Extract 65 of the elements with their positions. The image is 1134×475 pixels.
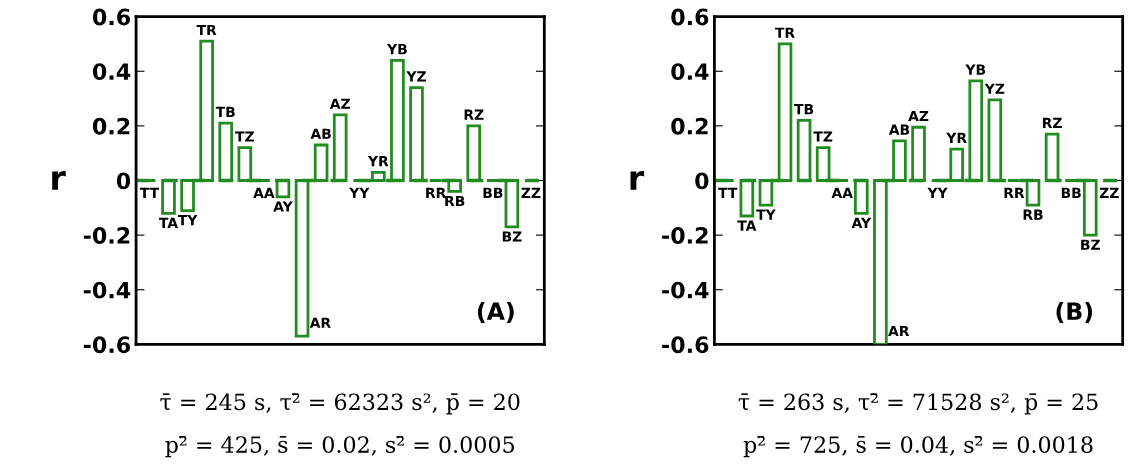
category-label: TY (756, 209, 776, 220)
y-tick-label: -0.2 (662, 227, 708, 244)
annotation: (A) (477, 301, 514, 323)
category-label: BZ (1081, 239, 1100, 250)
category-label: YB (386, 44, 407, 55)
category-label: TB (794, 104, 814, 115)
category-label: TR (774, 27, 795, 38)
category-label: BB (483, 187, 503, 198)
category-label: AR (309, 317, 331, 328)
category-label: YY (349, 187, 370, 198)
category-label: TT (718, 187, 738, 198)
category-label: TA (159, 217, 179, 228)
category-label: YZ (984, 83, 1005, 94)
y-tick-label: 0.4 (671, 63, 709, 81)
text: p²̄ = 725, s̄ = 0.04, s²̄ = 0.0018 (743, 436, 1093, 458)
category-label: RR (426, 187, 446, 198)
category-label: RZ (464, 109, 484, 120)
y-tick-label: 0.6 (92, 8, 131, 26)
y-tick-label: 0 (695, 172, 709, 190)
category-label: TZ (235, 131, 254, 142)
y-tick-label: -0.6 (662, 336, 709, 354)
category-label: AZ (329, 98, 350, 109)
category-label: AR (888, 325, 910, 337)
y-tick-label: 0.4 (92, 63, 131, 81)
y-tick-label: 0.2 (671, 117, 708, 135)
category-label: AB (888, 124, 910, 135)
y-axis-title: r (52, 171, 66, 190)
text: p²̄ = 425, s̄ = 0.02, s²̄ = 0.0005 (165, 436, 514, 458)
category-label: ZZ (521, 187, 541, 198)
category-label: BB (1061, 187, 1081, 198)
category-label: YR (367, 156, 389, 167)
y-tick-label: -0.4 (662, 281, 709, 299)
category-label: TY (177, 215, 198, 226)
y-tick-label: -0.6 (83, 336, 131, 354)
y-tick-label: 0.2 (92, 117, 130, 135)
category-label: RR (1004, 187, 1025, 198)
category-label: RB (1023, 209, 1043, 220)
category-label: AY (273, 201, 293, 212)
category-label: TT (139, 187, 159, 198)
category-label: YR (946, 132, 967, 143)
annotation: (B) (1056, 301, 1093, 323)
category-label: RB (445, 195, 465, 207)
category-label: YB (965, 64, 986, 75)
bar (218, 121, 234, 182)
category-label: AY (851, 217, 872, 228)
category-label: TZ (813, 131, 833, 142)
y-tick-label: 0 (116, 172, 131, 190)
category-label: AA (253, 187, 275, 198)
y-axis-title: r (630, 171, 645, 190)
category-label: ZZ (1099, 187, 1119, 198)
y-tick-label: -0.4 (83, 281, 131, 299)
category-label: TA (737, 220, 757, 231)
text: τ̄ = 245 s, τ²̄ = 62323 s², p̄ = 20 (160, 393, 520, 415)
category-label: RZ (1042, 117, 1062, 128)
category-label: AA (831, 187, 853, 198)
category-label: YZ (406, 71, 426, 82)
y-tick-label: 0.6 (671, 8, 709, 26)
category-label: AB (310, 128, 331, 139)
category-label: YY (927, 187, 948, 198)
y-tick-label: -0.2 (83, 227, 130, 244)
category-label: TB (215, 106, 235, 117)
category-label: TR (196, 24, 217, 36)
text: τ̄ = 263 s, τ²̄ = 71528 s², p̄ = 25 (738, 393, 1098, 415)
category-label: AZ (908, 110, 929, 122)
category-label: BZ (502, 231, 522, 242)
